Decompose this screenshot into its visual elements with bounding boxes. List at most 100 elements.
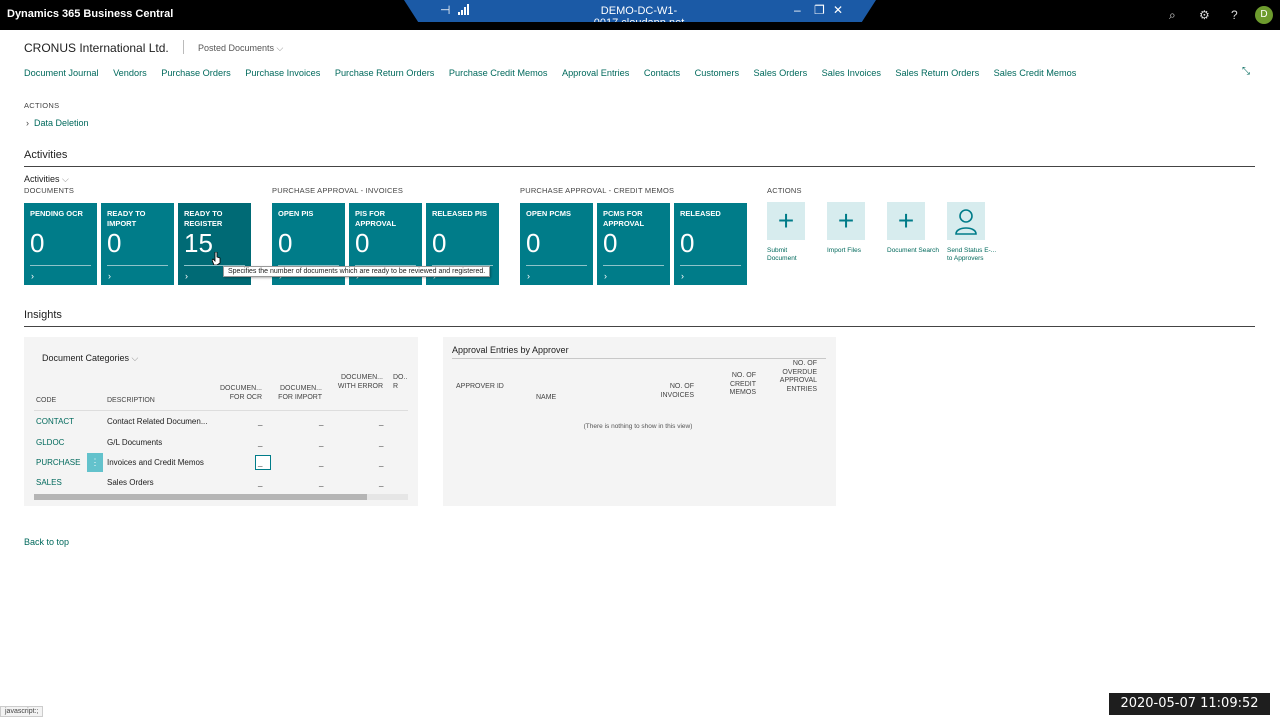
- timestamp-overlay: 2020-05-07 11:09:52: [1109, 693, 1270, 715]
- tile-value: 0: [355, 228, 370, 258]
- row-code[interactable]: PURCHASE: [36, 458, 81, 467]
- nav-link[interactable]: Purchase Orders: [161, 68, 231, 78]
- tile-open-pcms[interactable]: OPEN PCMS 0 ›: [520, 203, 593, 285]
- tile-value: 0: [526, 228, 541, 258]
- column-header-approver-id[interactable]: APPROVER ID: [456, 383, 504, 390]
- document-search-label[interactable]: Document Search: [887, 247, 940, 254]
- row-for-ocr[interactable]: _: [258, 438, 263, 447]
- tile-pending-ocr[interactable]: PENDING OCR 0 ›: [24, 203, 97, 285]
- column-header-overdue[interactable]: NO. OF OVERDUE APPROVAL ENTRIES: [779, 360, 817, 393]
- nav-link[interactable]: Sales Credit Memos: [993, 68, 1077, 78]
- nav-link[interactable]: Document Journal: [24, 68, 99, 78]
- close-icon[interactable]: ✕: [833, 3, 844, 17]
- submit-document-button[interactable]: +: [767, 202, 805, 240]
- activities-dropdown[interactable]: Activities ⌵: [24, 174, 69, 185]
- approval-entries-title[interactable]: Approval Entries by Approver: [452, 345, 569, 355]
- nav-link[interactable]: Purchase Invoices: [245, 68, 321, 78]
- nav-link[interactable]: Customers: [694, 68, 740, 78]
- nav-link[interactable]: Approval Entries: [561, 68, 630, 78]
- row-for-ocr[interactable]: _: [258, 417, 263, 426]
- row-actions-icon[interactable]: ⋮: [87, 453, 103, 472]
- tile-value: 0: [278, 228, 293, 258]
- row-for-ocr[interactable]: _: [258, 478, 263, 487]
- row-for-import[interactable]: _: [319, 458, 324, 467]
- signal-icon: [458, 4, 469, 15]
- chevron-right-icon: ›: [185, 271, 188, 281]
- tile-ready-to-register[interactable]: READY TO REGISTER 15 ›: [178, 203, 251, 285]
- column-header-code[interactable]: CODE: [36, 397, 57, 404]
- chevron-right-icon: ›: [604, 271, 607, 281]
- chevron-right-icon: ›: [26, 118, 34, 128]
- pin-icon[interactable]: ⊣: [440, 3, 451, 17]
- header-divider: [183, 40, 184, 54]
- remote-desktop-bar: ⊣ DEMO-DC-W1-0017.cloudapp.net – ❐ ✕: [404, 0, 876, 22]
- column-header-invoices[interactable]: NO. OF INVOICES: [660, 383, 694, 399]
- tile-label: OPEN PIS: [278, 209, 314, 218]
- actions-heading: ACTIONS: [24, 101, 60, 110]
- remote-host-name: DEMO-DC-W1-0017.cloudapp.net: [593, 5, 685, 29]
- row-for-import[interactable]: _: [319, 417, 324, 426]
- column-header-more[interactable]: DO... R: [393, 374, 408, 390]
- help-icon[interactable]: ?: [1231, 8, 1238, 22]
- tile-label: PENDING OCR: [30, 209, 83, 218]
- tile-ready-to-import[interactable]: READY TO IMPORT 0 ›: [101, 203, 174, 285]
- column-header-description[interactable]: DESCRIPTION: [107, 397, 155, 404]
- gear-icon[interactable]: ⚙: [1199, 8, 1210, 22]
- nav-link[interactable]: Sales Invoices: [821, 68, 881, 78]
- collapse-icon[interactable]: ⤡: [1242, 66, 1250, 77]
- row-with-error[interactable]: _: [379, 458, 384, 467]
- horizontal-scrollbar-thumb[interactable]: [34, 494, 367, 500]
- nav-link[interactable]: Purchase Credit Memos: [448, 68, 548, 78]
- row-with-error[interactable]: _: [379, 417, 384, 426]
- tile-divider: [278, 265, 339, 266]
- data-deletion-label: Data Deletion: [34, 118, 89, 128]
- posted-documents-menu[interactable]: Posted Documents ⌵: [198, 43, 283, 54]
- row-code[interactable]: SALES: [36, 478, 62, 487]
- tile-divider: [432, 265, 493, 266]
- nav-link[interactable]: Sales Return Orders: [895, 68, 980, 78]
- row-for-import[interactable]: _: [319, 478, 324, 487]
- import-files-button[interactable]: +: [827, 202, 865, 240]
- tile-label: OPEN PCMS: [526, 209, 572, 218]
- nav-link[interactable]: Sales Orders: [753, 68, 808, 78]
- column-header-with-error[interactable]: DOCUMEN... WITH ERROR: [337, 374, 383, 390]
- tile-divider: [107, 265, 168, 266]
- document-categories-menu[interactable]: Document Categories ⌵: [42, 353, 138, 364]
- restore-icon[interactable]: ❐: [814, 3, 825, 17]
- nav-link[interactable]: Contacts: [643, 68, 681, 78]
- tile-released-pcms[interactable]: RELEASED 0 ›: [674, 203, 747, 285]
- minimize-icon[interactable]: –: [794, 3, 801, 17]
- row-description: Invoices and Credit Memos: [107, 458, 204, 467]
- insights-divider: [24, 326, 1255, 327]
- avatar[interactable]: D: [1255, 6, 1273, 24]
- row-with-error[interactable]: _: [379, 478, 384, 487]
- data-deletion-action[interactable]: › Data Deletion: [26, 118, 89, 128]
- nav-link[interactable]: Purchase Return Orders: [334, 68, 435, 78]
- search-icon[interactable]: ⌕: [1169, 8, 1176, 22]
- tile-pcms-for-approval[interactable]: PCMS FOR APPROVAL 0 ›: [597, 203, 670, 285]
- mouse-cursor-icon: [212, 252, 221, 265]
- back-to-top-link[interactable]: Back to top: [24, 537, 70, 547]
- insights-title[interactable]: Insights: [24, 309, 62, 321]
- company-name[interactable]: CRONUS International Ltd.: [24, 41, 169, 55]
- nav-link[interactable]: Vendors: [113, 68, 147, 78]
- tile-divider: [603, 265, 664, 266]
- row-code[interactable]: GLDOC: [36, 438, 65, 447]
- column-header-name[interactable]: NAME: [536, 394, 557, 401]
- row-for-ocr[interactable]: _: [258, 458, 263, 467]
- row-for-import[interactable]: _: [319, 438, 324, 447]
- column-header-for-ocr[interactable]: DOCUMEN... FOR OCR: [220, 385, 262, 401]
- row-code[interactable]: CONTACT: [36, 417, 75, 426]
- import-files-label[interactable]: Import Files: [827, 247, 861, 254]
- send-status-label[interactable]: Send Status E-... to Approvers: [947, 247, 997, 262]
- plus-icon: +: [897, 205, 915, 236]
- group-actions: ACTIONS: [767, 186, 802, 195]
- row-with-error[interactable]: _: [379, 438, 384, 447]
- column-header-for-import[interactable]: DOCUMEN... FOR IMPORT: [278, 385, 322, 401]
- send-status-button[interactable]: [947, 202, 985, 240]
- selected-cell[interactable]: [255, 455, 271, 470]
- column-header-credit-memos[interactable]: NO. OF CREDIT MEMOS: [729, 372, 756, 396]
- activities-title[interactable]: Activities: [24, 149, 68, 161]
- document-search-button[interactable]: +: [887, 202, 925, 240]
- submit-document-label[interactable]: Submit Document: [767, 247, 797, 262]
